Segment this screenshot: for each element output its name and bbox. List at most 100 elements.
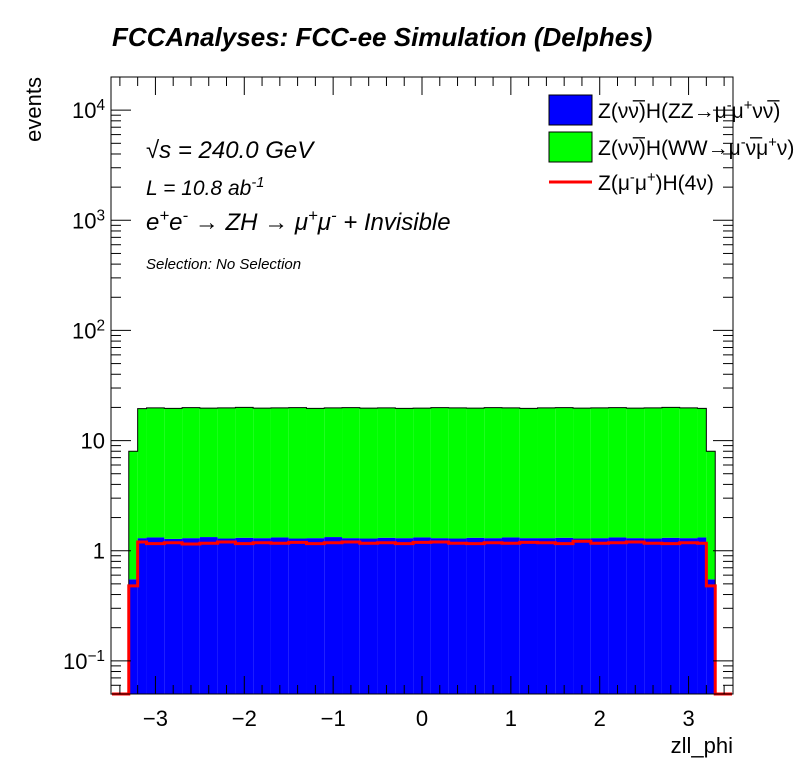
bar-series1-bin16 xyxy=(395,408,414,539)
bar-series1-bin19 xyxy=(448,407,467,539)
x-tick-label-2: −1 xyxy=(321,706,346,731)
bar-series0-bin28 xyxy=(608,537,627,694)
bar-series0-bin6 xyxy=(217,538,236,694)
bar-series0-bin8 xyxy=(253,538,271,694)
bar-series0-bin4 xyxy=(182,538,200,694)
bar-series1-bin9 xyxy=(270,407,289,538)
annotation-luminosity: L = 10.8 ab-1 xyxy=(146,175,264,200)
legend-label-0: Z(νν̅)H(ZZ→μ-μ+νν̅) xyxy=(598,98,780,123)
bar-series1-bin23 xyxy=(519,408,538,539)
bar-series0-bin0 xyxy=(128,579,138,694)
y-tick-label-5: 104 xyxy=(72,97,105,124)
bar-series0-bin21 xyxy=(484,538,502,694)
bar-series0-bin11 xyxy=(306,538,325,694)
legend-item-2: Z(μ-μ+)H(4ν) xyxy=(549,170,714,195)
bar-series0-bin20 xyxy=(466,537,485,694)
bar-series1-bin13 xyxy=(342,407,360,539)
x-tick-label-3: 0 xyxy=(416,706,428,731)
bar-series0-bin27 xyxy=(590,538,609,694)
bar-series1-bin4 xyxy=(182,407,200,539)
y-axis-label: events xyxy=(21,77,46,142)
bar-series1-bin15 xyxy=(377,407,396,538)
legend: Z(νν̅)H(ZZ→μ-μ+νν̅) Z(νν̅)H(WW→μ-ν̅μ+ν) Z(… xyxy=(548,94,794,195)
bar-series0-bin31 xyxy=(661,537,680,694)
bar-series0-bin12 xyxy=(324,537,343,694)
y-tick-label-4: 103 xyxy=(72,207,105,234)
legend-label-1: Z(νν̅)H(WW→μ-ν̅μ+ν) xyxy=(598,135,794,160)
bar-series1-bin27 xyxy=(590,407,609,539)
bar-series1-bin29 xyxy=(626,408,645,539)
legend-item-0: Z(νν̅)H(ZZ→μ-μ+νν̅) xyxy=(548,94,780,126)
bar-series1-bin28 xyxy=(608,407,627,538)
x-tick-label-6: 3 xyxy=(682,706,694,731)
bar-series0-bin32 xyxy=(679,538,698,694)
bar-series1-bin34 xyxy=(706,451,716,580)
y-axis-ticks: 10−1 1 10 102 103 104 xyxy=(63,76,733,695)
bar-series1-bin20 xyxy=(466,408,485,538)
bar-series1-bin5 xyxy=(199,408,218,538)
bar-series1-bin33 xyxy=(697,408,707,538)
bar-series1-bin6 xyxy=(217,407,236,539)
legend-label-2: Z(μ-μ+)H(4ν) xyxy=(598,170,714,195)
bar-series1-bin0 xyxy=(128,451,138,580)
bar-series1-bin8 xyxy=(253,408,271,539)
bar-series0-bin34 xyxy=(706,579,716,694)
bar-series1-bin11 xyxy=(306,408,325,539)
bar-series1-bin17 xyxy=(413,408,431,538)
legend-item-1: Z(νν̅)H(WW→μ-ν̅μ+ν) xyxy=(548,131,794,163)
annotation-selection: Selection: No Selection xyxy=(146,256,301,273)
bar-series0-bin25 xyxy=(555,537,574,694)
x-tick-label-1: −2 xyxy=(232,706,257,731)
y-tick-label-0: 10−1 xyxy=(63,647,105,674)
bar-series0-bin18 xyxy=(430,538,449,694)
bar-series1-bin3 xyxy=(164,408,183,539)
legend-swatch-1 xyxy=(548,131,593,163)
bar-series1-bin31 xyxy=(661,407,680,538)
bar-series0-bin23 xyxy=(519,538,538,694)
legend-swatch-0 xyxy=(548,94,593,126)
y-tick-label-3: 102 xyxy=(72,317,105,344)
x-tick-label-5: 2 xyxy=(594,706,606,731)
bar-series0-bin14 xyxy=(359,538,378,694)
bar-series1-bin21 xyxy=(484,407,502,539)
bar-series0-bin17 xyxy=(413,537,431,694)
bar-series1-bin2 xyxy=(146,407,165,538)
bar-series0-bin3 xyxy=(164,538,183,694)
x-axis-ticks: −3 −2 −1 0 1 2 3 xyxy=(119,77,725,731)
bar-series1-bin24 xyxy=(537,407,556,539)
chart-title: FCCAnalyses: FCC-ee Simulation (Delphes) xyxy=(112,22,652,52)
bar-series1-bin12 xyxy=(324,407,343,538)
x-tick-label-0: −3 xyxy=(143,706,168,731)
bar-series0-bin10 xyxy=(288,538,307,694)
y-tick-label-2: 10 xyxy=(81,429,105,454)
annotation-block: √s = 240.0 GeV L = 10.8 ab-1 e+e- → ZH →… xyxy=(146,137,451,273)
bar-series0-bin26 xyxy=(573,538,591,694)
bar-series1-bin26 xyxy=(573,408,591,539)
annotation-process: e+e- → ZH → μ+μ- + Invisible xyxy=(146,206,451,237)
bar-series1-bin14 xyxy=(359,408,378,539)
stack-outline xyxy=(128,406,716,694)
bar-series1-bin30 xyxy=(644,407,662,539)
histogram-bars xyxy=(128,406,716,694)
bar-series1-bin1 xyxy=(137,408,147,539)
bar-series0-bin30 xyxy=(644,538,662,694)
bar-series0-bin13 xyxy=(342,538,360,694)
bar-series0-bin9 xyxy=(270,537,289,694)
bar-series1-bin18 xyxy=(430,407,449,539)
bar-series1-bin25 xyxy=(555,407,574,538)
bar-series0-bin2 xyxy=(146,537,165,694)
bar-series0-bin29 xyxy=(626,538,645,694)
bar-series0-bin5 xyxy=(199,537,218,694)
bar-series0-bin22 xyxy=(501,537,520,694)
bar-series1-bin32 xyxy=(679,407,698,539)
bar-series0-bin16 xyxy=(395,538,414,694)
bar-series1-bin10 xyxy=(288,407,307,539)
bar-series0-bin15 xyxy=(377,537,396,694)
bar-series0-bin7 xyxy=(235,537,254,694)
y-tick-label-1: 1 xyxy=(93,539,105,564)
x-tick-label-4: 1 xyxy=(505,706,517,731)
bar-series1-bin22 xyxy=(501,407,520,538)
annotation-energy: √s = 240.0 GeV xyxy=(146,137,315,164)
bar-series0-bin1 xyxy=(137,538,147,694)
